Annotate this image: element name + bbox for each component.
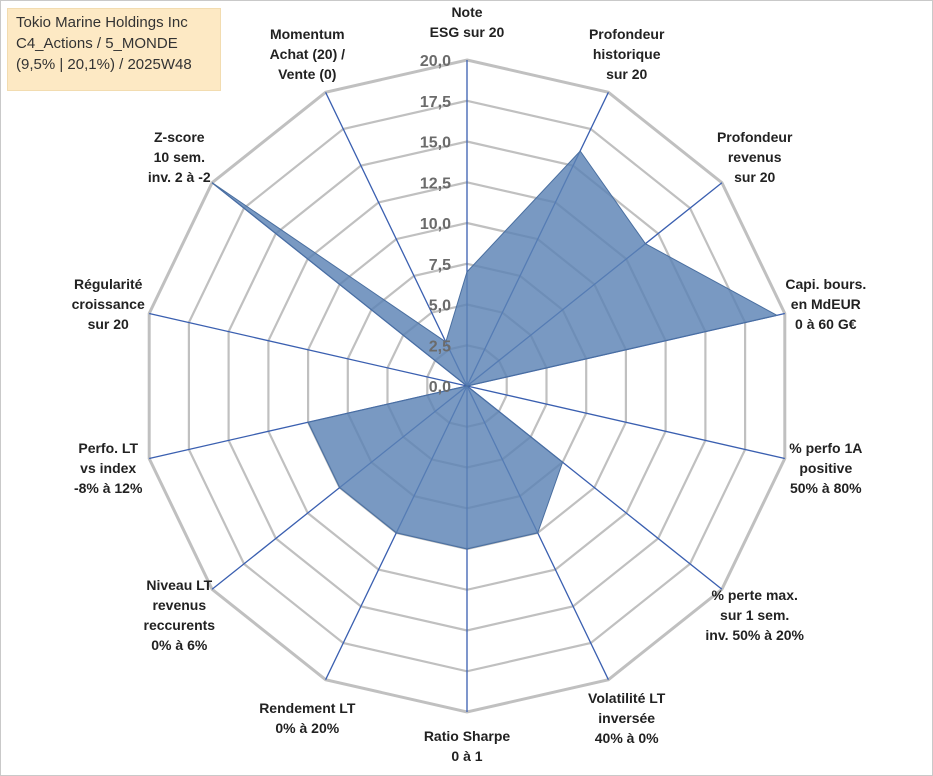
- category-label: C4_Actions / 5_MONDE: [16, 35, 178, 52]
- axis-spoke-12: [149, 312, 468, 387]
- axis-label-line: inversée: [598, 709, 656, 726]
- axis-label-line: sur 20: [87, 316, 129, 333]
- axis-spoke-5: [466, 385, 785, 460]
- axis-label-line: Niveau LT: [146, 577, 213, 594]
- axis-label-4: Capi. bours. en MdEUR 0 à 60 G€: [736, 274, 916, 334]
- axis-label-14: Momentum Achat (20) / Vente (0): [217, 24, 397, 84]
- axis-label-line: reccurents: [143, 617, 216, 634]
- tick-label: 20,0: [420, 53, 451, 70]
- axis-label-line: 0 à 1: [451, 748, 483, 764]
- axis-label-line: 0% à 20%: [275, 719, 340, 736]
- axis-label-6: % perte max. sur 1 sem. inv. 50% à 20%: [665, 585, 845, 645]
- tick-label: 2,5: [429, 338, 451, 355]
- axis-label-line: 40% à 0%: [594, 729, 659, 746]
- tick-label: 10,0: [420, 216, 451, 233]
- axis-label-7: Volatilité LT inversée 40% à 0%: [537, 688, 717, 748]
- axis-label-line: 50% à 80%: [789, 479, 862, 496]
- axis-label-line: 0% à 6%: [151, 637, 208, 654]
- axis-label-line: Ratio Sharpe: [423, 728, 511, 744]
- axis-label-10: Niveau LT revenus reccurents 0% à 6%: [89, 575, 269, 655]
- company-name: Tokio Marine Holdings Inc: [16, 14, 188, 31]
- tick-label: 12,5: [420, 175, 451, 192]
- stats-label: (9,5% | 20,1%) / 2025W48: [16, 56, 192, 73]
- axis-label-line: sur 1 sem.: [720, 607, 790, 624]
- axis-label-line: sur 20: [606, 66, 648, 83]
- tick-label: 5,0: [429, 298, 451, 315]
- axis-label-line: revenus: [152, 597, 207, 614]
- axis-label-line: % perfo 1A: [789, 439, 863, 456]
- axis-label-line: inv. 50% à 20%: [705, 627, 804, 644]
- axis-label-line: Z-score: [154, 128, 205, 145]
- axis-label-line: Momentum: [269, 26, 345, 43]
- axis-label-2: Profondeur historique sur 20: [537, 24, 717, 84]
- axis-label-line: historique: [592, 46, 661, 63]
- tick-label: 7,5: [429, 257, 451, 274]
- axis-label-line: inv. 2 à -2: [147, 168, 211, 185]
- tick-label: 17,5: [420, 94, 451, 111]
- axis-label-8: Ratio Sharpe 0 à 1: [377, 726, 557, 766]
- axis-label-12: Régularité croissance sur 20: [18, 274, 198, 334]
- axis-label-line: Capi. bours.: [785, 276, 867, 293]
- tick-label: 0,0: [429, 379, 451, 396]
- axis-label-5: % perfo 1A positive 50% à 80%: [736, 438, 916, 498]
- axis-label-11: Perfo. LT vs index -8% à 12%: [18, 438, 198, 498]
- axis-label-line: -8% à 12%: [73, 479, 143, 496]
- axis-label-line: ESG sur 20: [429, 24, 505, 40]
- axis-label-line: positive: [799, 459, 853, 476]
- axis-label-line: Profondeur: [716, 128, 793, 145]
- data-area: [211, 150, 779, 550]
- axis-label-3: Profondeur revenus sur 20: [665, 127, 845, 187]
- axis-label-9: Rendement LT 0% à 20%: [217, 698, 397, 738]
- info-box: Tokio Marine Holdings Inc C4_Actions / 5…: [7, 8, 221, 91]
- axis-label-line: Achat (20) /: [269, 46, 346, 63]
- axis-label-line: 10 sem.: [153, 148, 205, 165]
- axis-label-1: Note ESG sur 20: [377, 2, 557, 42]
- axis-spoke-14: [325, 92, 468, 387]
- radial-tick-labels: 0,0 2,5 5,0 7,5 10,0 12,5 15,0 17,5 20,0: [420, 53, 451, 396]
- axis-label-13: Z-score 10 sem. inv. 2 à -2: [89, 127, 269, 187]
- axis-label-line: en MdEUR: [790, 296, 861, 313]
- axis-label-line: Rendement LT: [259, 699, 356, 716]
- axis-label-line: Perfo. LT: [78, 439, 138, 456]
- axis-label-line: sur 20: [734, 168, 776, 185]
- axis-label-line: Note: [451, 4, 483, 20]
- axis-label-line: croissance: [71, 296, 145, 313]
- axis-label-line: 0 à 60 G€: [795, 316, 857, 333]
- axis-label-line: vs index: [80, 459, 137, 476]
- axis-label-line: Volatilité LT: [588, 689, 666, 706]
- axis-label-line: Vente (0): [278, 66, 337, 83]
- tick-label: 15,0: [420, 135, 451, 152]
- axis-label-line: Profondeur: [588, 26, 665, 43]
- axis-label-line: Régularité: [73, 276, 143, 293]
- axis-label-line: revenus: [727, 148, 782, 165]
- axis-label-line: % perte max.: [711, 587, 798, 604]
